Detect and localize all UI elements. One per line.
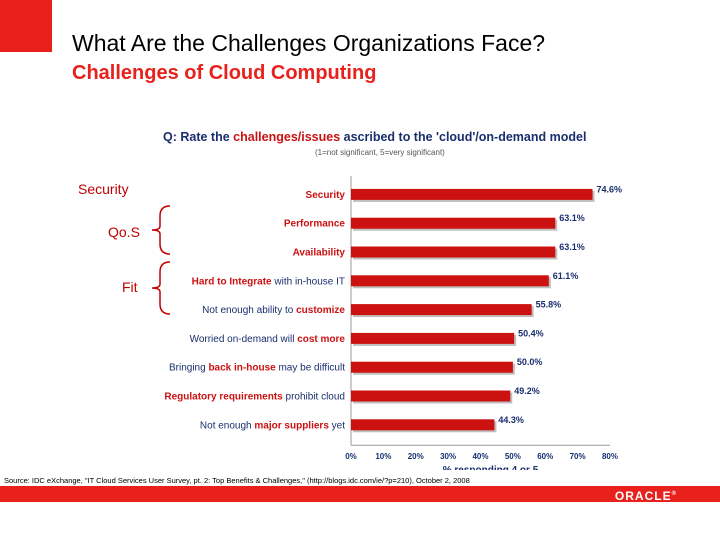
category-label: Hard to Integrate with in-house IT <box>192 276 345 287</box>
qos-bracket <box>151 205 171 255</box>
value-label: 49.2% <box>514 386 540 396</box>
x-tick-label: 40% <box>472 452 488 461</box>
value-label: 63.1% <box>559 213 585 223</box>
value-label: 61.1% <box>553 271 579 281</box>
x-tick-label: 70% <box>570 452 586 461</box>
x-axis-label: % responding 4 or 5 <box>443 465 539 470</box>
value-label: 74.6% <box>597 184 623 194</box>
value-label: 63.1% <box>559 242 585 252</box>
category-label: Regulatory requirements prohibit cloud <box>164 392 345 403</box>
category-label: Not enough ability to customize <box>202 305 345 316</box>
chart-scale-note: (1=not significant, 5=very significant) <box>315 148 445 157</box>
category-label: Bringing back in-house may be difficult <box>169 363 345 374</box>
accent-square <box>0 0 52 52</box>
footer-bar <box>0 486 720 502</box>
bar <box>351 390 511 402</box>
value-label: 44.3% <box>498 415 524 425</box>
x-tick-label: 30% <box>440 452 456 461</box>
chart-question: Q: Rate the challenges/issues ascribed t… <box>163 130 586 144</box>
challenges-bar-chart: Q: Rate the challenges/issues ascribed t… <box>163 130 622 470</box>
bar <box>351 304 532 316</box>
oracle-logo: ORACLE® <box>614 489 676 503</box>
value-label: 50.4% <box>518 328 544 338</box>
slide-subtitle: Challenges of Cloud Computing <box>72 62 377 84</box>
value-label: 55.8% <box>536 300 562 310</box>
slide-title: What Are the Challenges Organizations Fa… <box>72 30 546 56</box>
category-label: Not enough major suppliers yet <box>200 420 345 431</box>
category-label: Worried on-demand will cost more <box>190 334 346 345</box>
plot-area: Security 74.6% Performance 63.1% Availabilit… <box>164 176 622 470</box>
bar <box>351 361 513 373</box>
side-label-fit: Fit <box>122 279 138 295</box>
side-label-security: Security <box>78 181 129 197</box>
category-label: Availability <box>293 248 346 259</box>
bar <box>351 275 549 287</box>
x-tick-label: 0% <box>345 452 357 461</box>
source-citation: Source: IDC eXchange, "IT Cloud Services… <box>4 476 470 485</box>
x-tick-label: 80% <box>602 452 618 461</box>
x-tick-label: 50% <box>505 452 521 461</box>
bar <box>351 332 515 344</box>
value-label: 50.0% <box>517 357 543 367</box>
category-label: Performance <box>284 219 346 230</box>
x-tick-label: 60% <box>537 452 553 461</box>
bar <box>351 217 556 229</box>
bar <box>351 419 495 431</box>
category-label: Security <box>306 190 346 201</box>
bar <box>351 188 593 200</box>
x-tick-label: 10% <box>375 452 391 461</box>
side-label-qos: Qo.S <box>108 224 140 240</box>
x-tick-label: 20% <box>408 452 424 461</box>
fit-bracket <box>151 261 171 315</box>
bar <box>351 246 556 258</box>
